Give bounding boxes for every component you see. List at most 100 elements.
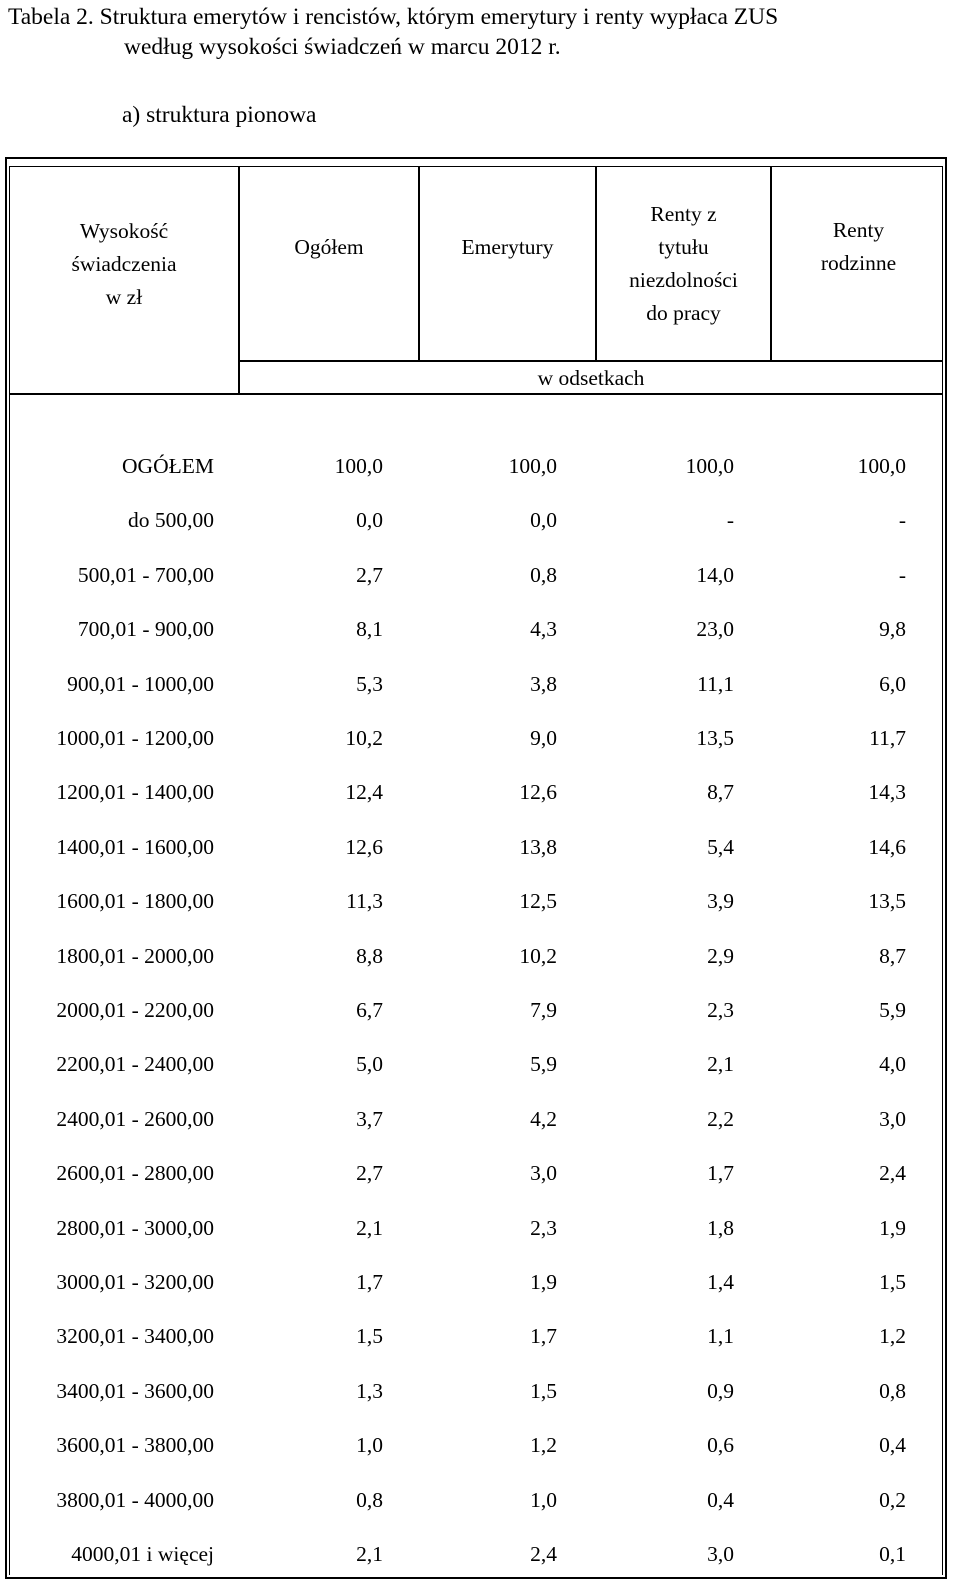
value-disability: 11,1 — [697, 671, 734, 696]
row-label: 1200,01 - 1400,00 — [56, 780, 214, 805]
table-subtitle: a) struktura pionowa — [122, 102, 317, 128]
value-survivors: 3,0 — [879, 1106, 906, 1131]
value-survivors: 9,8 — [879, 617, 906, 642]
value-pensions: 4,3 — [530, 617, 557, 642]
row-label: 2800,01 - 3000,00 — [56, 1215, 214, 1240]
value-disability: 1,7 — [707, 1161, 734, 1186]
caption-line-2: według wysokości świadczeń w marcu 2012 … — [124, 34, 561, 60]
value-total: 11,3 — [346, 889, 383, 914]
value-pensions: 2,3 — [530, 1215, 557, 1240]
row-label: 3400,01 - 3600,00 — [56, 1378, 214, 1403]
value-disability: 0,6 — [707, 1433, 734, 1458]
value-pensions: 12,6 — [519, 780, 557, 805]
table-row: 3600,01 - 3800,00 1,0 1,2 0,6 0,4 — [7, 1430, 949, 1460]
header-disability-pensions: Renty z tytułu niezdolności do pracy — [597, 187, 770, 341]
value-total: 8,1 — [356, 617, 383, 642]
value-survivors: 14,3 — [868, 780, 906, 805]
table-frame: Wysokość świadczenia w zł Ogółem Emerytu… — [5, 157, 947, 1579]
column-divider — [418, 167, 420, 361]
value-disability: 100,0 — [685, 454, 734, 478]
value-survivors: 11,7 — [869, 726, 906, 750]
table-row: do 500,00 0,0 0,0 - - — [7, 505, 949, 535]
value-disability: 1,1 — [707, 1324, 734, 1349]
value-total: 10,2 — [345, 726, 383, 750]
value-pensions: 7,9 — [530, 998, 557, 1022]
row-label: do 500,00 — [128, 508, 214, 533]
value-pensions: 9,0 — [530, 726, 557, 750]
value-disability: 23,0 — [696, 617, 734, 642]
value-total: 0,0 — [356, 508, 383, 533]
row-label: 900,01 - 1000,00 — [67, 671, 214, 696]
value-disability: 3,9 — [707, 889, 734, 914]
value-pensions: 1,7 — [530, 1324, 557, 1349]
caption-line-1: Tabela 2. Struktura emerytów i rencistów… — [8, 4, 779, 30]
value-total: 5,3 — [356, 671, 383, 696]
value-total: 2,1 — [356, 1215, 383, 1240]
row-label: 3000,01 - 3200,00 — [56, 1270, 214, 1294]
value-disability: 0,4 — [707, 1487, 734, 1512]
value-total: 0,8 — [356, 1487, 383, 1512]
header-survivors-line: rodzinne — [820, 251, 897, 275]
value-pensions: 10,2 — [519, 943, 557, 968]
table-row: 2600,01 - 2800,00 2,7 3,0 1,7 2,4 — [7, 1158, 949, 1188]
header-amount-line: Wysokość — [79, 218, 169, 243]
value-pensions: 1,0 — [530, 1487, 557, 1512]
header-total: Ogółem — [240, 187, 418, 307]
column-divider — [770, 167, 772, 361]
table-row: 1600,01 - 1800,00 11,3 12,5 3,9 13,5 — [7, 886, 949, 916]
table-row: 1200,01 - 1400,00 12,4 12,6 8,7 14,3 — [7, 777, 949, 807]
value-survivors: 4,0 — [879, 1052, 906, 1077]
header-disability-line: Renty z — [650, 202, 717, 226]
value-disability: 1,4 — [707, 1270, 734, 1294]
table-row: 1800,01 - 2000,00 8,8 10,2 2,9 8,7 — [7, 941, 949, 971]
row-label: 1000,01 - 1200,00 — [56, 726, 214, 750]
value-disability: 5,4 — [707, 834, 734, 859]
header-disability-line: tytułu — [658, 235, 709, 259]
table-row: 1000,01 - 1200,00 10,2 9,0 13,5 11,7 — [7, 723, 949, 753]
value-disability: - — [726, 508, 734, 533]
value-disability: 14,0 — [696, 562, 734, 587]
header-survivors-line: Renty — [832, 218, 885, 242]
header-disability-line: do pracy — [646, 301, 721, 325]
value-total: 1,5 — [356, 1324, 383, 1349]
table-row: 700,01 - 900,00 8,1 4,3 23,0 9,8 — [7, 614, 949, 644]
table-row: OGÓŁEM 100,0 100,0 100,0 100,0 — [7, 451, 949, 481]
value-survivors: - — [898, 508, 906, 533]
value-survivors: 100,0 — [857, 454, 906, 478]
row-label: 2200,01 - 2400,00 — [56, 1052, 214, 1077]
column-divider — [238, 167, 240, 395]
value-total: 5,0 — [356, 1052, 383, 1077]
value-total: 2,7 — [356, 562, 383, 587]
value-disability: 2,3 — [707, 998, 734, 1022]
value-total: 100,0 — [334, 454, 383, 478]
value-pensions: 13,8 — [519, 834, 557, 859]
value-pensions: 1,5 — [530, 1378, 557, 1403]
value-survivors: 1,2 — [879, 1324, 906, 1349]
table-row: 500,01 - 700,00 2,7 0,8 14,0 - — [7, 560, 949, 590]
value-pensions: 12,5 — [519, 889, 557, 914]
value-pensions: 3,0 — [530, 1161, 557, 1186]
column-divider — [595, 167, 597, 361]
value-total: 1,3 — [356, 1378, 383, 1403]
table-row: 3400,01 - 3600,00 1,3 1,5 0,9 0,8 — [7, 1376, 949, 1406]
value-disability: 8,7 — [707, 780, 734, 805]
value-survivors: 0,2 — [879, 1487, 906, 1512]
row-label: 3200,01 - 3400,00 — [56, 1324, 214, 1349]
row-label: 500,01 - 700,00 — [77, 562, 214, 587]
value-disability: 13,5 — [696, 726, 734, 750]
row-label: 1400,01 - 1600,00 — [56, 834, 214, 859]
header-amount-line: w zł — [105, 284, 143, 309]
header-bottom-divider — [10, 393, 942, 395]
value-pensions: 0,8 — [530, 562, 557, 587]
row-label: 3800,01 - 4000,00 — [56, 1487, 214, 1512]
row-label: 2400,01 - 2600,00 — [56, 1106, 214, 1131]
table-row: 2800,01 - 3000,00 2,1 2,3 1,8 1,9 — [7, 1213, 949, 1243]
row-label: 1600,01 - 1800,00 — [56, 889, 214, 914]
value-pensions: 0,0 — [530, 508, 557, 533]
value-survivors: 2,4 — [879, 1161, 906, 1186]
value-survivors: 0,4 — [879, 1433, 906, 1458]
row-label: 2000,01 - 2200,00 — [56, 998, 214, 1022]
value-total: 12,6 — [345, 834, 383, 859]
value-pensions: 5,9 — [530, 1052, 557, 1077]
value-total: 8,8 — [356, 943, 383, 968]
